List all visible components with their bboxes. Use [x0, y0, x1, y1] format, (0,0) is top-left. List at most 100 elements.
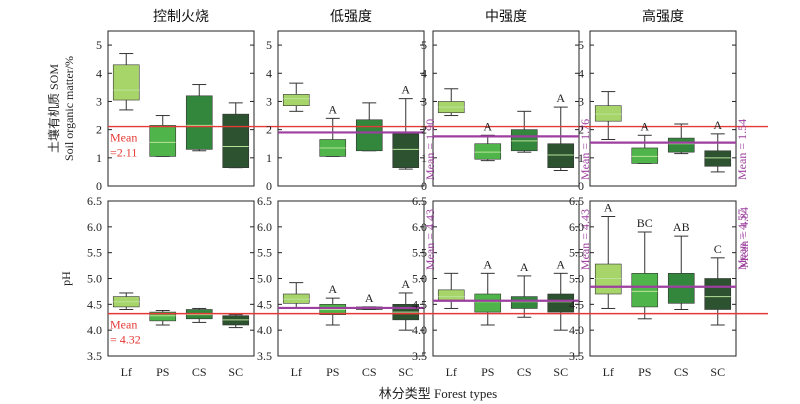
box [149, 125, 177, 157]
significance-letter: A [556, 91, 565, 105]
y-tick-label: 4.5 [257, 297, 272, 311]
y-tick-label: 5 [96, 38, 102, 52]
y-tick-label: 6.0 [412, 220, 427, 234]
y-tick-label: 4.0 [87, 323, 102, 337]
y-tick-label: 2 [578, 123, 584, 137]
significance-letter: A [483, 257, 492, 271]
box [704, 278, 732, 310]
category-label: PS [481, 365, 494, 379]
category-label: Lf [446, 365, 457, 379]
box [594, 105, 622, 122]
y-tick-label: 3 [421, 94, 427, 108]
y-tick-label: 0 [421, 179, 427, 193]
panel-title: 高强度 [642, 8, 684, 25]
box [437, 289, 465, 301]
control-mean-label: Mean [110, 131, 137, 145]
y-tick-label: 5.0 [87, 272, 102, 286]
significance-letter: A [365, 291, 374, 305]
y-tick-label: 6.5 [569, 194, 584, 208]
y-tick-label: 5.0 [569, 272, 584, 286]
significance-letter: A [328, 282, 337, 296]
y-tick-label: 4 [266, 66, 272, 80]
y-tick-label: 5.0 [257, 272, 272, 286]
panel-title: 中强度 [485, 9, 527, 25]
panel-frame [277, 30, 425, 187]
box [704, 150, 732, 167]
y-tick-label: 4.5 [569, 297, 584, 311]
box [631, 273, 659, 308]
mean-lines-layer [108, 125, 768, 315]
y-axis-label-en: Soil organic matter/% [62, 56, 76, 161]
box [112, 64, 140, 101]
category-label: PS [638, 365, 651, 379]
box [282, 293, 310, 304]
significance-letter: A [328, 102, 337, 116]
y-tick-label: 4.5 [412, 297, 427, 311]
box [282, 94, 310, 106]
box [594, 263, 622, 295]
box [510, 129, 538, 152]
box [547, 143, 575, 168]
y-tick-label: 3 [266, 94, 272, 108]
treatment-mean-label: Mean = 4.43 [423, 209, 437, 270]
treatment-mean-label: Mean = 1.90 [423, 119, 437, 180]
y-tick-label: 5.0 [412, 272, 427, 286]
significance-letter: A [713, 118, 722, 132]
y-tick-label: 2 [266, 123, 272, 137]
y-tick-label: 1 [96, 151, 102, 165]
y-tick-label: 6.0 [257, 220, 272, 234]
y-tick-label: 0 [578, 179, 584, 193]
category-label: SC [553, 365, 568, 379]
y-tick-label: 5.5 [412, 246, 427, 260]
significance-letter: BC [637, 216, 653, 230]
labels-layer: 土壤有机质 SOM Soil organic matter/% 控制火烧 0 1 2 3 4 5… [46, 8, 751, 401]
y-tick-label: 6.5 [87, 194, 102, 208]
treatment-mean-label: Mean = 1.76 [578, 119, 592, 180]
y-tick-label: 6.0 [569, 220, 584, 234]
panel-frame [432, 200, 580, 357]
y-tick-label: 6.5 [257, 194, 272, 208]
box [667, 273, 695, 304]
y-tick-label: 4.0 [412, 323, 427, 337]
control-mean-label: = 4.32 [110, 333, 141, 347]
box [185, 95, 213, 150]
significance-letter: AB [673, 220, 690, 234]
y-tick-label: 2 [96, 123, 102, 137]
y-axis-label: pH [59, 271, 73, 286]
panel-frame [432, 30, 580, 187]
category-label: CS [362, 365, 377, 379]
category-label: Lf [121, 365, 132, 379]
category-label: SC [710, 365, 725, 379]
panel-frame [107, 30, 255, 187]
treatment-mean-label: Mean = 4.43 [578, 209, 592, 270]
y-tick-label: 1 [421, 151, 427, 165]
y-tick-label: 3 [96, 94, 102, 108]
panel-title: 控制火烧 [153, 9, 209, 25]
y-tick-label: 1 [578, 151, 584, 165]
treatment-mean-label: Mean = 4.57 [735, 209, 749, 270]
box [355, 119, 383, 152]
category-label: PS [326, 365, 339, 379]
significance-letter: A [401, 83, 410, 97]
control-mean-label: =2.11 [110, 146, 137, 160]
y-tick-label: 5 [266, 38, 272, 52]
box [149, 311, 177, 322]
y-tick-label: 0 [266, 179, 272, 193]
y-tick-label: 3.5 [257, 349, 272, 363]
y-tick-label: 5 [421, 38, 427, 52]
box [667, 137, 695, 153]
box [510, 296, 538, 309]
category-label: Lf [291, 365, 302, 379]
box [222, 113, 250, 168]
significance-letter: A [401, 277, 410, 291]
panel-frame [589, 30, 737, 187]
category-label: SC [398, 365, 413, 379]
y-tick-label: 4 [96, 66, 102, 80]
y-tick-label: 0 [96, 179, 102, 193]
significance-letter: A [556, 257, 565, 271]
y-tick-label: 6.0 [87, 220, 102, 234]
y-tick-label: 2 [421, 123, 427, 137]
box [392, 133, 420, 168]
significance-letter: C [714, 242, 722, 256]
y-tick-label: 1 [266, 151, 272, 165]
